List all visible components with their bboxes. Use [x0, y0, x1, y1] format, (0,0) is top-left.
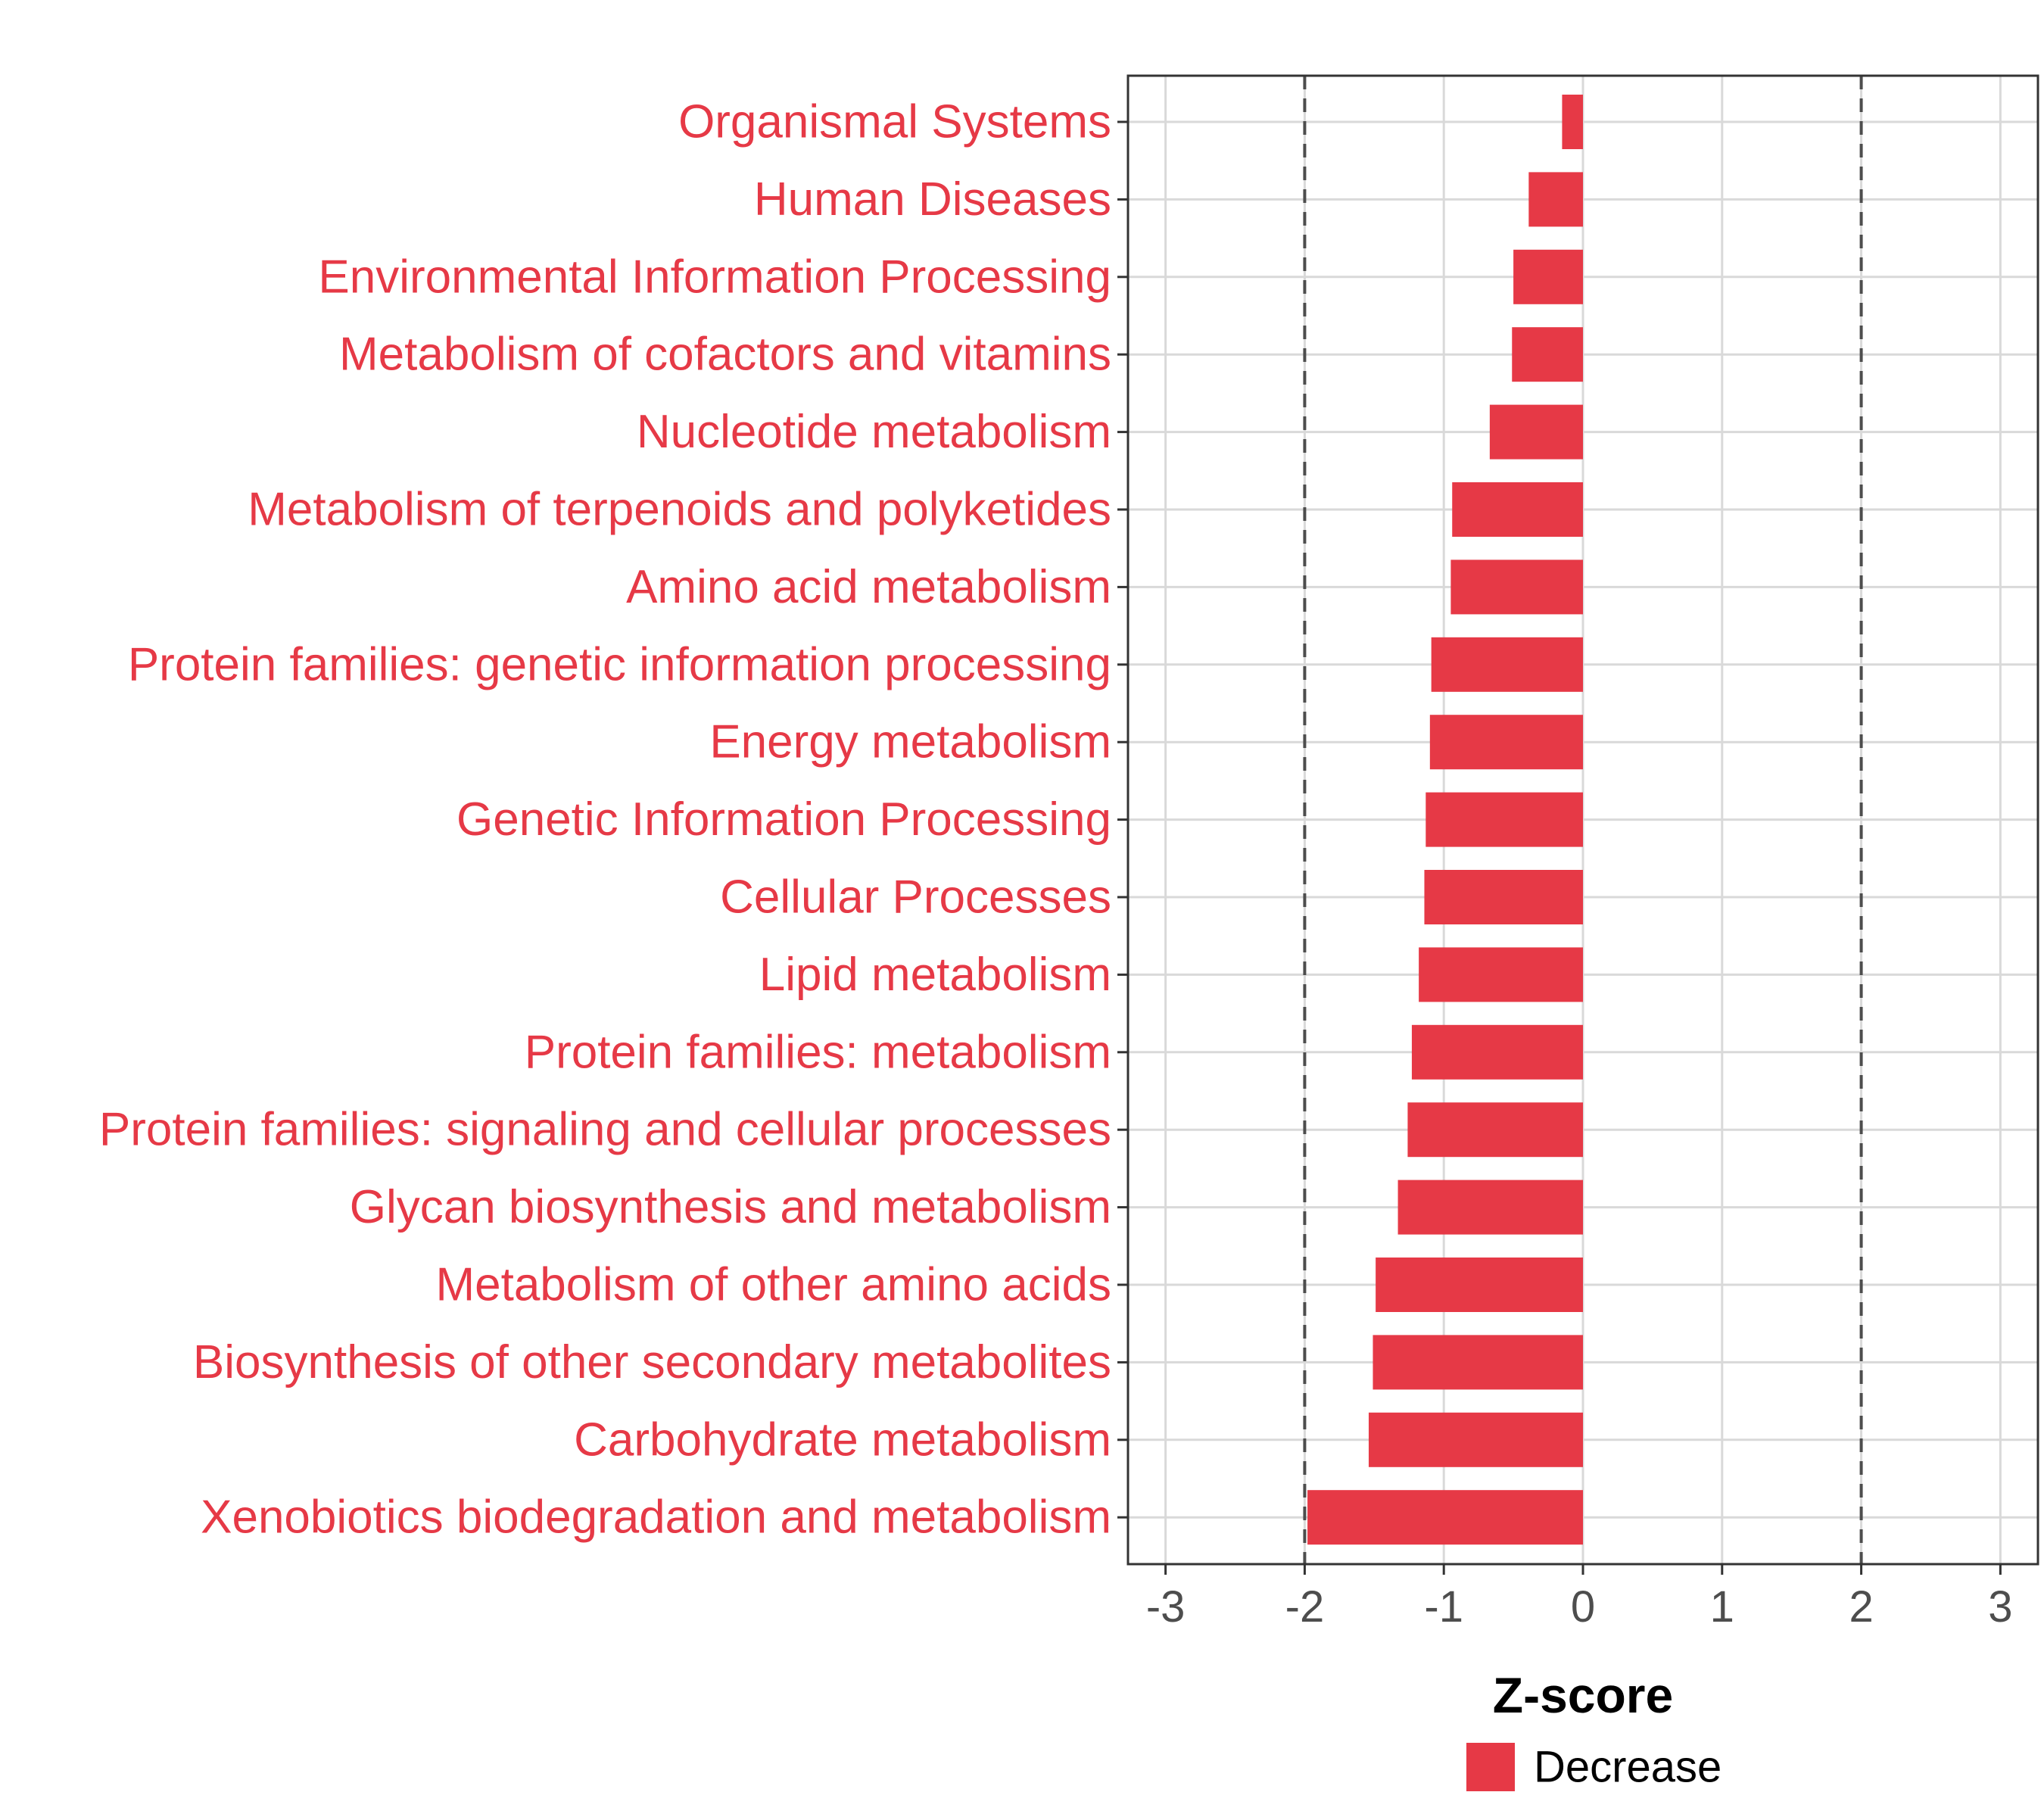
x-tick-label: -2 — [1285, 1582, 1325, 1632]
legend-label-decrease: Decrease — [1534, 1743, 1722, 1792]
category-label: Amino acid metabolism — [626, 561, 1111, 613]
category-label: Protein families: metabolism — [525, 1026, 1111, 1078]
bar — [1373, 1335, 1583, 1390]
bar — [1307, 1490, 1583, 1545]
bar — [1376, 1258, 1583, 1312]
category-label: Environmental Information Processing — [318, 251, 1111, 303]
bar — [1368, 1412, 1583, 1467]
category-label: Metabolism of other amino acids — [435, 1259, 1111, 1311]
category-label: Lipid metabolism — [759, 949, 1111, 1001]
category-label: Metabolism of cofactors and vitamins — [339, 329, 1111, 381]
bar — [1411, 1024, 1583, 1080]
category-label: Cellular Processes — [720, 871, 1111, 924]
bar — [1429, 715, 1583, 770]
bar — [1424, 870, 1583, 924]
category-label: Genetic Information Processing — [456, 793, 1111, 846]
bar — [1426, 792, 1583, 847]
category-label: Nucleotide metabolism — [637, 406, 1111, 458]
y-axis-ticks — [1117, 120, 1128, 1519]
category-label: Xenobiotics biodegradation and metabolis… — [201, 1491, 1111, 1544]
x-tick-label: -1 — [1424, 1582, 1463, 1632]
y-axis-category-labels: Organismal Systems Human Diseases Environm… — [99, 96, 1111, 1544]
x-tick-label: 1 — [1710, 1582, 1734, 1632]
x-tick-label: 0 — [1571, 1582, 1595, 1632]
bar — [1431, 637, 1583, 692]
bar — [1452, 482, 1583, 537]
bar — [1397, 1180, 1583, 1235]
bar — [1512, 327, 1583, 382]
category-label: Biosynthesis of other secondary metaboli… — [193, 1336, 1111, 1388]
category-label: Organismal Systems — [678, 96, 1111, 148]
legend: Decrease — [1466, 1743, 1722, 1792]
x-tick-label: -3 — [1146, 1582, 1186, 1632]
x-axis-ticks — [1164, 1564, 2002, 1575]
bar — [1450, 559, 1583, 615]
bars — [1307, 95, 1583, 1545]
category-label: Carbohydrate metabolism — [574, 1413, 1111, 1466]
x-tick-label: 3 — [1988, 1582, 2012, 1632]
bar — [1489, 404, 1583, 460]
category-label: Energy metabolism — [709, 716, 1111, 768]
x-axis-tick-labels: -3 -2 -1 0 1 2 3 — [1146, 1582, 2013, 1632]
bar — [1513, 249, 1583, 304]
bar — [1407, 1102, 1583, 1158]
bar — [1562, 95, 1583, 149]
category-label: Glycan biosynthesis and metabolism — [350, 1181, 1111, 1233]
x-axis-title: Z-score — [1493, 1667, 1673, 1723]
category-label: Protein families: genetic information pr… — [128, 638, 1111, 690]
bar — [1528, 172, 1583, 227]
bar — [1419, 947, 1583, 1002]
x-tick-label: 2 — [1849, 1582, 1873, 1632]
category-label: Human Diseases — [754, 173, 1111, 226]
category-label: Metabolism of terpenoids and polyketides — [248, 484, 1111, 536]
legend-swatch-decrease — [1466, 1743, 1515, 1791]
category-label: Protein families: signaling and cellular… — [99, 1104, 1111, 1156]
